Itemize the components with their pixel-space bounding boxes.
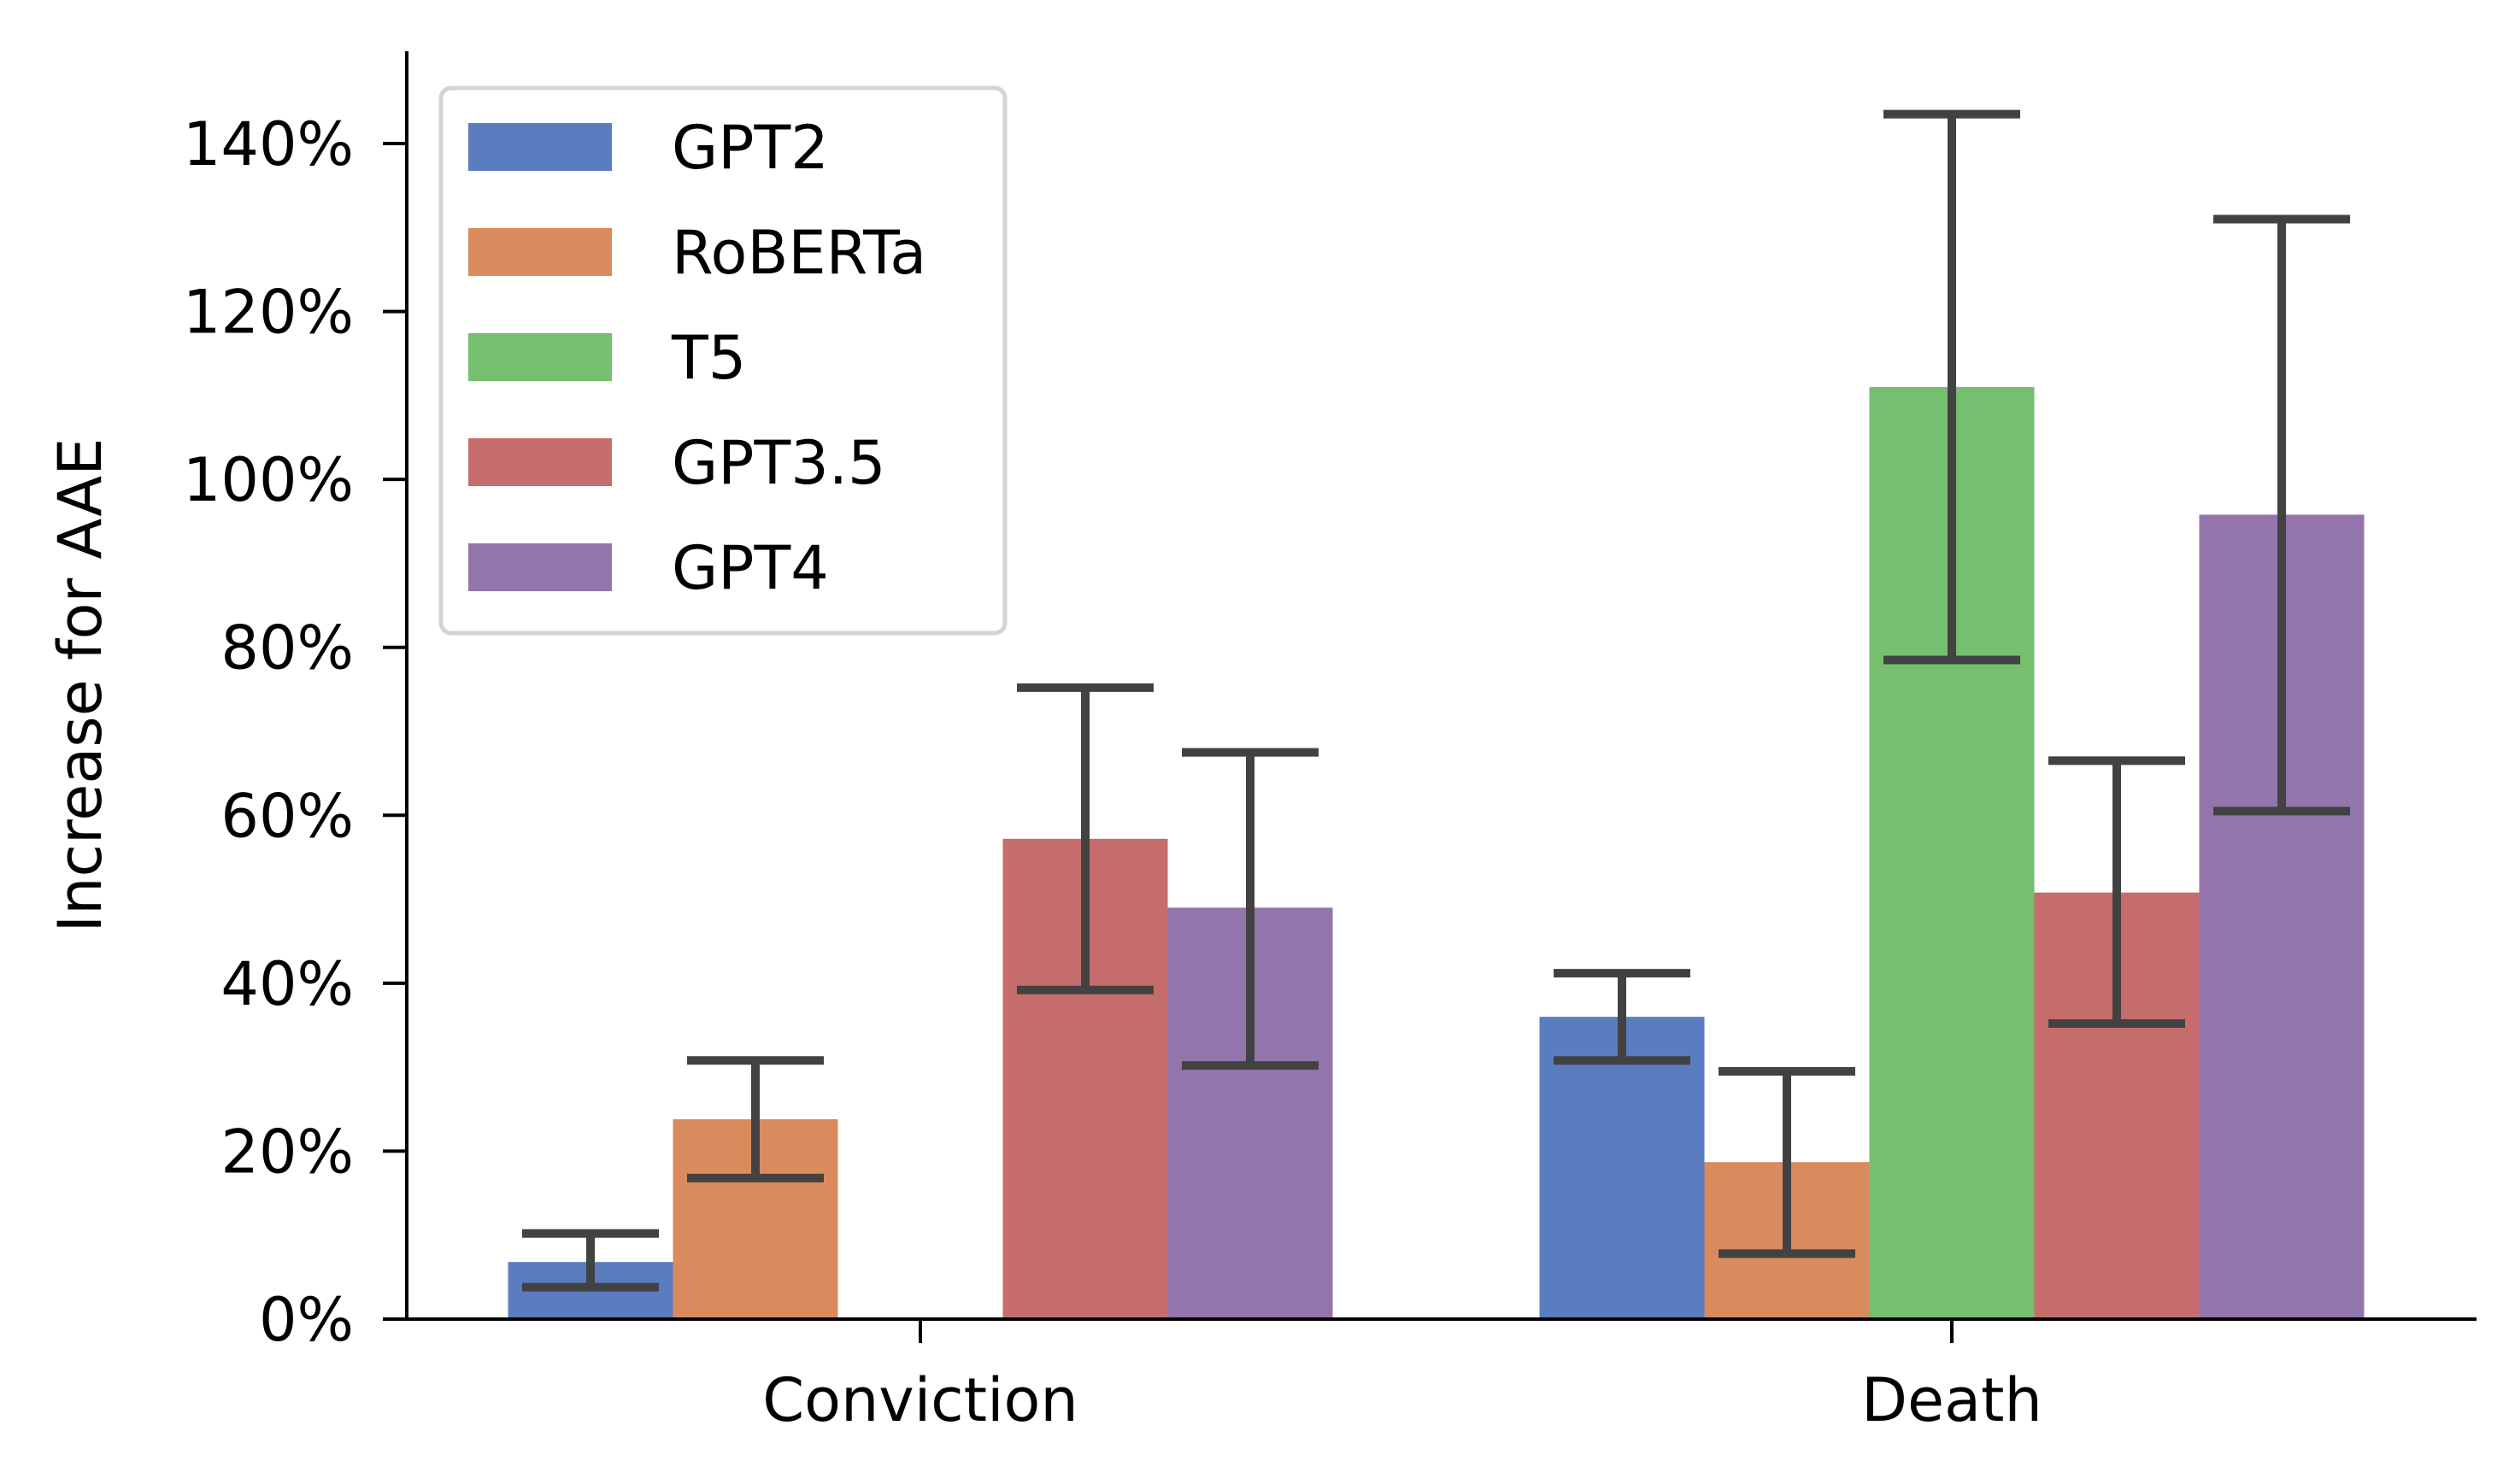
legend-item-gpt4: GPT4 bbox=[468, 533, 829, 603]
legend-label: GPT4 bbox=[672, 533, 829, 603]
error-bar-death-t5 bbox=[1883, 109, 2020, 665]
y-tick-label: 20% bbox=[220, 1117, 354, 1187]
error-bars-layer bbox=[522, 109, 2350, 1292]
error-bar-death-gpt4 bbox=[2213, 214, 2350, 816]
legend-frame bbox=[438, 85, 1008, 636]
legend-label: GPT3.5 bbox=[672, 428, 886, 498]
legend-label: GPT2 bbox=[672, 113, 829, 183]
legend-item-gpt2: GPT2 bbox=[468, 113, 829, 183]
y-tick-label: 60% bbox=[220, 781, 354, 851]
legend-swatch bbox=[468, 333, 612, 381]
x-tick-label-death: Death bbox=[1861, 1365, 2042, 1435]
error-bar-conviction-gpt3-5 bbox=[1017, 683, 1154, 994]
x-ticks: Conviction Death bbox=[762, 1319, 2042, 1435]
legend-swatch bbox=[468, 543, 612, 591]
y-tick-label: 80% bbox=[220, 613, 354, 683]
error-bar-conviction-gpt4 bbox=[1182, 748, 1319, 1070]
legend-swatch bbox=[468, 438, 612, 486]
error-bar-death-gpt3-5 bbox=[2048, 756, 2185, 1029]
y-tick-label: 120% bbox=[183, 278, 354, 348]
legend: GPT2 RoBERTa T5 GPT3.5 GPT4 bbox=[438, 85, 1008, 636]
y-ticks: 0% 20% 40% 60% 80% 100% 120% 140% bbox=[183, 109, 407, 1355]
y-tick-label: 100% bbox=[183, 445, 354, 515]
y-tick-label: 40% bbox=[220, 949, 354, 1019]
legend-item-roberta: RoBERTa bbox=[468, 218, 926, 288]
y-tick-label: 0% bbox=[259, 1285, 354, 1355]
error-bar-conviction-gpt2 bbox=[522, 1229, 659, 1292]
error-bar-conviction-roberta bbox=[687, 1056, 824, 1182]
error-bar-death-gpt2 bbox=[1554, 969, 1690, 1065]
y-tick-label: 140% bbox=[183, 109, 354, 179]
x-tick-label-conviction: Conviction bbox=[762, 1365, 1078, 1435]
legend-swatch bbox=[468, 123, 612, 171]
error-bar-death-roberta bbox=[1719, 1067, 1855, 1258]
bar-death-gpt2 bbox=[1539, 1017, 1705, 1319]
axes bbox=[405, 51, 2477, 1321]
y-axis-label: Increase for AAE bbox=[45, 438, 115, 933]
bars-layer bbox=[508, 387, 2365, 1319]
legend-item-t5: T5 bbox=[468, 323, 746, 393]
legend-swatch bbox=[468, 228, 612, 276]
legend-label: T5 bbox=[671, 323, 746, 393]
legend-item-gpt3-5: GPT3.5 bbox=[468, 428, 886, 498]
legend-label: RoBERTa bbox=[672, 218, 926, 288]
